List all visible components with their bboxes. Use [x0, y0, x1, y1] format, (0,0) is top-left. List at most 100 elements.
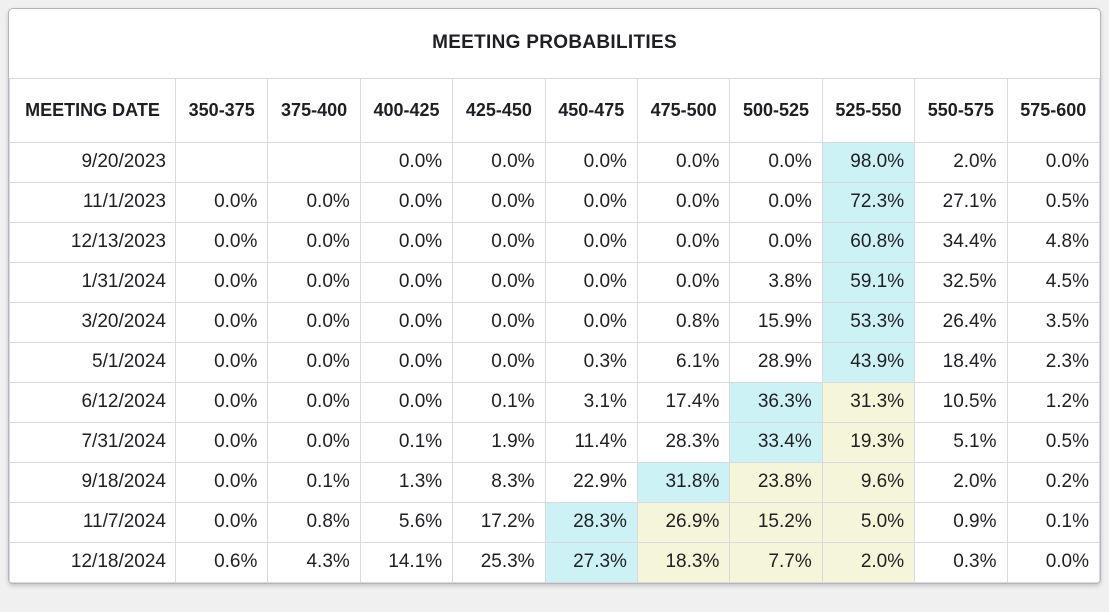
probability-cell: 5.6%	[359, 501, 454, 543]
table-row: 12/13/2023 0.0% 0.0% 0.0% 0.0% 0.0% 0.0% 0.0% 60…	[9, 221, 1100, 263]
probability-cell: 0.1%	[1006, 501, 1100, 543]
probability-cell: 3.8%	[729, 261, 823, 303]
probability-cell: 0.0%	[174, 301, 269, 343]
probability-cell: 0.0%	[729, 221, 823, 263]
probability-cell: 0.0%	[636, 141, 731, 183]
probability-cell: 0.0%	[359, 221, 454, 263]
probability-cell: 1.9%	[452, 421, 546, 463]
probability-cell: 0.0%	[636, 221, 731, 263]
probability-cell: 4.8%	[1006, 221, 1100, 263]
probability-cell: 3.1%	[544, 381, 638, 423]
probability-cell: 0.0%	[267, 341, 361, 383]
meeting-date-cell: 7/31/2024	[9, 421, 176, 463]
probability-table: MEETING PROBABILITIES MEETING DATE 350-3…	[9, 9, 1100, 583]
probability-cell: 0.0%	[1006, 141, 1100, 183]
probability-cell: 0.6%	[174, 541, 269, 583]
probability-cell: 4.5%	[1006, 261, 1100, 303]
probability-cell: 18.3%	[636, 541, 731, 583]
probability-cell: 0.0%	[359, 341, 454, 383]
range-header: 375-400	[267, 77, 361, 143]
probability-cell: 15.2%	[729, 501, 823, 543]
probability-cell: 2.3%	[1006, 341, 1100, 383]
probability-cell: 28.3%	[544, 501, 638, 543]
probability-cell: 4.3%	[267, 541, 361, 583]
probability-cell: 0.0%	[267, 381, 361, 423]
probability-cell: 9.6%	[821, 461, 916, 503]
probability-cell: 27.3%	[544, 541, 638, 583]
range-header: 575-600	[1006, 77, 1100, 143]
probability-cell: 17.2%	[452, 501, 546, 543]
probability-cell: 0.0%	[174, 501, 269, 543]
probability-cell: 0.0%	[359, 301, 454, 343]
probability-cell: 19.3%	[821, 421, 916, 463]
probability-cell: 0.0%	[544, 261, 638, 303]
range-header: 400-425	[359, 77, 454, 143]
probability-cell: 17.4%	[636, 381, 731, 423]
probability-cell: 27.1%	[914, 181, 1008, 223]
probability-cell: 31.3%	[821, 381, 916, 423]
table-row: 3/20/2024 0.0% 0.0% 0.0% 0.0% 0.0% 0.8% 15.9% 53…	[9, 301, 1100, 343]
table-row: 12/18/2024 0.6% 4.3% 14.1% 25.3% 27.3% 18.3% 7.…	[9, 541, 1100, 583]
range-header: 550-575	[914, 77, 1008, 143]
probability-cell: 0.0%	[729, 181, 823, 223]
probability-cell: 28.9%	[729, 341, 823, 383]
range-header: 525-550	[821, 77, 916, 143]
meeting-date-cell: 12/18/2024	[9, 541, 176, 583]
probability-cell: 22.9%	[544, 461, 638, 503]
probability-cell: 43.9%	[821, 341, 916, 383]
table-row: 7/31/2024 0.0% 0.0% 0.1% 1.9% 11.4% 28.3% 33.4%…	[9, 421, 1100, 463]
table-row: 11/7/2024 0.0% 0.8% 5.6% 17.2% 28.3% 26.9% 15.2…	[9, 501, 1100, 543]
meeting-date-header: MEETING DATE	[9, 77, 176, 143]
table-card: MEETING PROBABILITIES MEETING DATE 350-3…	[8, 8, 1101, 584]
probability-cell: 0.0%	[452, 301, 546, 343]
probability-cell: 3.5%	[1006, 301, 1100, 343]
probability-cell: 0.0%	[174, 181, 269, 223]
probability-cell: 6.1%	[636, 341, 731, 383]
probability-cell: 0.0%	[174, 381, 269, 423]
table-row: 11/1/2023 0.0% 0.0% 0.0% 0.0% 0.0% 0.0% 0.0% 72.…	[9, 181, 1100, 223]
probability-cell: 0.0%	[267, 421, 361, 463]
probability-table-body: 9/20/2023 0.0% 0.0% 0.0% 0.0% 0.0% 98.0% 2.0% 0.…	[9, 141, 1100, 583]
probability-cell: 31.8%	[636, 461, 731, 503]
probability-cell: 98.0%	[821, 141, 916, 183]
probability-cell: 0.0%	[267, 221, 361, 263]
probability-cell: 0.0%	[544, 301, 638, 343]
probability-cell: 0.0%	[452, 261, 546, 303]
probability-cell: 15.9%	[729, 301, 823, 343]
probability-cell: 2.0%	[914, 141, 1008, 183]
probability-cell: 60.8%	[821, 221, 916, 263]
probability-cell: 0.0%	[359, 261, 454, 303]
range-header: 450-475	[544, 77, 638, 143]
probability-cell: 0.8%	[267, 501, 361, 543]
column-header-row: MEETING DATE 350-375 375-400 400-425 425-45…	[9, 77, 1100, 143]
probability-cell: 0.0%	[174, 261, 269, 303]
probability-cell: 59.1%	[821, 261, 916, 303]
probability-cell: 11.4%	[544, 421, 638, 463]
probability-cell: 0.5%	[1006, 181, 1100, 223]
table-row: 6/12/2024 0.0% 0.0% 0.0% 0.1% 3.1% 17.4% 36.3% 3…	[9, 381, 1100, 423]
probability-cell: 34.4%	[914, 221, 1008, 263]
probability-cell: 0.0%	[174, 421, 269, 463]
probability-cell: 0.5%	[1006, 421, 1100, 463]
meeting-date-cell: 12/13/2023	[9, 221, 176, 263]
probability-cell: 0.8%	[636, 301, 731, 343]
probability-cell: 0.3%	[914, 541, 1008, 583]
probability-cell: 14.1%	[359, 541, 454, 583]
table-row: 9/20/2023 0.0% 0.0% 0.0% 0.0% 0.0% 98.0% 2.0% 0.…	[9, 141, 1100, 183]
probability-cell: 72.3%	[821, 181, 916, 223]
probability-cell: 26.4%	[914, 301, 1008, 343]
probability-cell: 5.1%	[914, 421, 1008, 463]
probability-cell: 0.0%	[544, 221, 638, 263]
probability-cell: 33.4%	[729, 421, 823, 463]
probability-cell: 23.8%	[729, 461, 823, 503]
probability-cell: 0.0%	[729, 141, 823, 183]
probability-cell	[174, 141, 269, 183]
probability-cell: 32.5%	[914, 261, 1008, 303]
probability-cell: 0.0%	[544, 181, 638, 223]
meeting-date-cell: 11/7/2024	[9, 501, 176, 543]
probability-cell: 0.3%	[544, 341, 638, 383]
probability-cell: 1.2%	[1006, 381, 1100, 423]
probability-cell: 28.3%	[636, 421, 731, 463]
probability-cell: 0.0%	[636, 181, 731, 223]
probability-cell: 0.1%	[267, 461, 361, 503]
